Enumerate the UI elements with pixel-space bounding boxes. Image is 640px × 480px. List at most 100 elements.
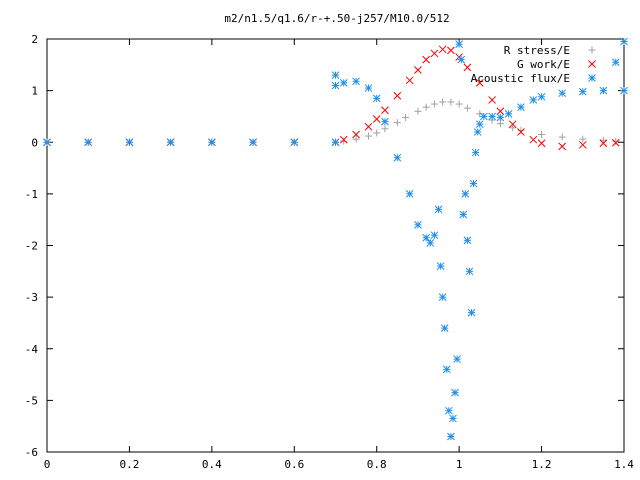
x-tick-label: 0.4 bbox=[202, 458, 222, 471]
data-point bbox=[393, 119, 401, 127]
data-point bbox=[467, 308, 476, 317]
data-point bbox=[455, 100, 463, 108]
data-point bbox=[620, 86, 628, 95]
series-layer bbox=[43, 37, 628, 441]
data-point bbox=[393, 91, 402, 100]
data-point bbox=[393, 153, 402, 162]
data-point bbox=[364, 122, 373, 131]
data-point bbox=[438, 45, 447, 54]
data-point bbox=[405, 76, 414, 85]
data-point bbox=[463, 63, 472, 72]
x-tick-label: 0 bbox=[44, 458, 51, 471]
data-point bbox=[488, 112, 496, 121]
data-point bbox=[414, 107, 422, 115]
data-point bbox=[476, 110, 484, 118]
legend-marker bbox=[588, 46, 596, 54]
data-point bbox=[426, 239, 435, 247]
data-point bbox=[488, 96, 496, 104]
data-point bbox=[364, 84, 373, 92]
data-point bbox=[422, 55, 431, 64]
data-point bbox=[331, 71, 340, 79]
legend-label: R stress/E bbox=[504, 44, 570, 57]
data-point bbox=[405, 190, 414, 198]
data-point bbox=[496, 113, 505, 122]
data-point bbox=[339, 135, 348, 144]
data-point bbox=[599, 136, 607, 144]
data-point bbox=[447, 98, 455, 106]
data-point bbox=[509, 124, 517, 132]
data-point bbox=[381, 125, 389, 133]
data-point bbox=[480, 112, 488, 121]
data-point bbox=[436, 262, 445, 271]
data-point bbox=[373, 129, 381, 137]
data-point bbox=[578, 87, 587, 96]
data-point bbox=[125, 138, 134, 147]
data-point bbox=[579, 135, 587, 143]
legend-marker bbox=[588, 60, 596, 68]
y-tick-label: -5 bbox=[25, 394, 38, 407]
data-point bbox=[465, 267, 474, 276]
data-point bbox=[402, 113, 410, 121]
data-point bbox=[442, 365, 451, 374]
data-point bbox=[414, 66, 422, 74]
data-point bbox=[422, 103, 430, 111]
data-point bbox=[517, 128, 525, 136]
data-point bbox=[414, 220, 422, 229]
legend-label: G work/E bbox=[517, 58, 570, 71]
data-point bbox=[352, 135, 360, 143]
data-point bbox=[475, 120, 484, 129]
legend-label: Acoustic flux/E bbox=[471, 72, 570, 85]
plot-frame bbox=[46, 38, 625, 453]
y-tick-label: -2 bbox=[25, 240, 38, 253]
y-tick-label: 1 bbox=[31, 85, 38, 98]
series-3 bbox=[43, 37, 628, 441]
data-point bbox=[249, 138, 257, 147]
data-point bbox=[504, 110, 513, 118]
data-point bbox=[517, 126, 525, 134]
x-tick-label: 1.4 bbox=[614, 458, 634, 471]
data-point bbox=[453, 355, 461, 363]
data-point bbox=[612, 137, 620, 145]
y-tick-label: 2 bbox=[31, 33, 38, 46]
data-point bbox=[372, 94, 381, 103]
data-point bbox=[537, 139, 546, 148]
data-point bbox=[508, 120, 517, 129]
data-point bbox=[352, 77, 360, 86]
data-point bbox=[447, 46, 455, 55]
x-tick-label: 1.2 bbox=[532, 458, 552, 471]
data-point bbox=[517, 103, 525, 111]
data-point bbox=[611, 58, 620, 67]
data-point bbox=[430, 49, 439, 58]
data-point bbox=[461, 190, 470, 198]
data-point bbox=[558, 133, 566, 141]
data-point bbox=[496, 120, 504, 128]
data-point bbox=[496, 107, 505, 116]
data-point bbox=[449, 414, 457, 423]
data-point bbox=[339, 79, 348, 87]
data-point bbox=[331, 81, 340, 90]
axis-ticks: 0 0.2 0.4 0.6 0.8 1 1.2 1.4 2 1 0 -1 -2 -3 -4 -5 -6 bbox=[25, 33, 635, 471]
data-point bbox=[372, 115, 381, 123]
data-point bbox=[475, 79, 484, 87]
x-tick-label: 0.2 bbox=[119, 458, 139, 471]
data-point bbox=[558, 142, 567, 151]
data-point bbox=[529, 135, 538, 144]
data-point bbox=[611, 138, 620, 147]
x-tick-label: 0.6 bbox=[284, 458, 304, 471]
data-point bbox=[538, 131, 546, 139]
y-tick-label: -6 bbox=[25, 446, 38, 459]
data-point bbox=[434, 205, 443, 214]
data-point bbox=[463, 104, 471, 112]
data-point bbox=[352, 130, 360, 139]
x-tick-label: 0.8 bbox=[367, 458, 387, 471]
data-point bbox=[290, 138, 299, 147]
data-point bbox=[558, 89, 567, 98]
data-point bbox=[340, 137, 348, 145]
data-point bbox=[208, 138, 216, 147]
data-point bbox=[166, 138, 175, 147]
data-point bbox=[459, 210, 468, 219]
data-point bbox=[381, 117, 389, 126]
data-point bbox=[430, 231, 439, 240]
data-point bbox=[444, 406, 453, 415]
